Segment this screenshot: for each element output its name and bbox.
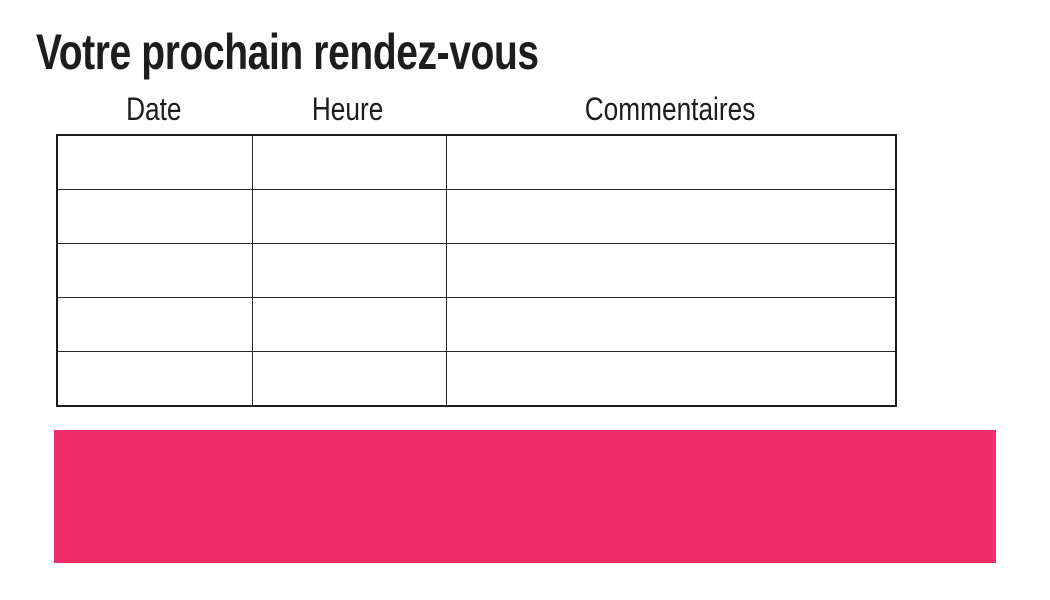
page-title-text: Votre prochain rendez-vous (36, 24, 539, 80)
cell-date (56, 134, 253, 190)
cell-date (56, 189, 253, 244)
cell-heure (251, 297, 447, 352)
cell-commentaires (445, 134, 897, 190)
column-header-date: Date (125, 91, 182, 127)
page-title: Votre prochain rendez-vous (36, 27, 681, 77)
table-row (56, 297, 897, 352)
cell-date (56, 243, 253, 298)
cell-heure (251, 351, 447, 407)
table-column-headers: Date Heure Commentaires (56, 93, 895, 125)
table-row (56, 351, 897, 407)
appointments-table (56, 134, 897, 407)
cell-commentaires (445, 297, 897, 352)
table-row (56, 134, 897, 190)
cell-commentaires (445, 189, 897, 244)
table-row (56, 189, 897, 244)
pink-accent-banner (54, 430, 996, 563)
column-header-heure: Heure (312, 91, 384, 127)
table-row (56, 243, 897, 298)
cell-commentaires (445, 243, 897, 298)
column-header-commentaires: Commentaires (584, 91, 756, 127)
cell-date (56, 297, 253, 352)
cell-heure (251, 189, 447, 244)
cell-heure (251, 134, 447, 190)
cell-heure (251, 243, 447, 298)
cell-date (56, 351, 253, 407)
cell-commentaires (445, 351, 897, 407)
